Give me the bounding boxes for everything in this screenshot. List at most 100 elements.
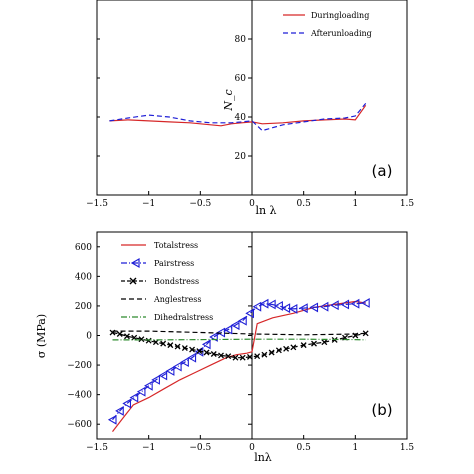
series-point-pairstress: [122, 398, 132, 409]
series-line-afterunloading: [109, 103, 367, 132]
panel-a-xtick-label: −1.5: [86, 199, 108, 209]
legend-label-totalstress: Totalstress: [154, 241, 198, 250]
series-point-pairstress: [361, 298, 370, 308]
series-point-pairstress: [107, 414, 117, 425]
series-point-bondstress: [124, 333, 130, 340]
series-point-bondstress: [321, 339, 328, 346]
panel-b-ytick-label: −200: [67, 361, 92, 371]
series-point-pairstress: [201, 339, 211, 350]
series-point-bondstress: [203, 349, 210, 356]
series-point-pairstress: [267, 299, 276, 310]
panel-a-xtick-label: 0.5: [297, 199, 312, 209]
series-line-duringloading: [109, 104, 367, 127]
series-point-bondstress: [261, 351, 268, 358]
series-point-pairstress: [223, 324, 233, 335]
legend-label-anglestress: Anglestress: [153, 295, 201, 304]
series-point-bondstress: [246, 353, 253, 360]
panel-b-ytick-label: −600: [67, 420, 92, 430]
panel-a-xtick-label: 0: [249, 199, 255, 209]
series-point-bondstress: [275, 347, 282, 354]
series-point-bondstress: [189, 346, 196, 353]
series-point-bondstress: [210, 351, 217, 357]
panel-b-ylabel: σ (MPa): [35, 314, 48, 358]
series-point-pairstress: [172, 361, 182, 372]
panel-b-ytick-label: 200: [75, 302, 92, 312]
series-line-anglestress: [112, 330, 366, 336]
panel-a-ytick-label: 60: [235, 74, 247, 84]
panel-a-xtick-label: 1: [352, 199, 358, 209]
panel-b-xtick-label: −1.5: [86, 443, 108, 453]
series-point-pairstress: [309, 302, 319, 313]
series-point-pairstress: [230, 320, 240, 331]
series-point-pairstress: [281, 303, 291, 314]
panel-b-ytick-label: 600: [75, 243, 92, 253]
panel-b-xtick-label: 0.5: [297, 443, 312, 453]
panel-b-xlabel: lnλ: [254, 451, 272, 464]
series-point-bondstress: [283, 345, 290, 352]
series-point-bondstress: [311, 340, 317, 347]
legend-label-bondstress: Bondstress: [154, 277, 199, 286]
series-point-pairstress: [238, 315, 247, 326]
legend-label-duringloading: Duringloading: [311, 11, 369, 20]
series-point-bondstress: [167, 342, 174, 349]
panel-b-ytick-label: 0: [86, 332, 92, 342]
series-point-pairstress: [259, 298, 269, 309]
series-point-bondstress: [362, 330, 369, 337]
legend-marker-pairstress: [130, 257, 140, 269]
series-point-pairstress: [187, 352, 197, 363]
series-point-pairstress: [165, 366, 175, 376]
series-point-bondstress: [152, 339, 159, 346]
series-point-bondstress: [218, 352, 224, 359]
series-point-bondstress: [174, 343, 181, 350]
legend-label-dihedralstress: Dihedralstress: [154, 313, 213, 322]
panel-a-ytick-label: 80: [235, 35, 247, 45]
series-point-pairstress: [319, 301, 329, 312]
series-point-pairstress: [115, 405, 124, 416]
panel-b-xtick-label: 1: [352, 443, 358, 453]
series-point-pairstress: [136, 386, 146, 397]
series-point-bondstress: [239, 354, 246, 361]
series-point-pairstress: [129, 392, 139, 403]
panel-b-xtick-label: 0: [249, 443, 255, 453]
series-point-bondstress: [160, 340, 167, 347]
panel-a-xtick-label: 1.5: [400, 199, 415, 209]
series-point-pairstress: [245, 308, 254, 319]
panel-b: −1.5 −1 −0.5 0 0.5 1 1.5 −600 −400 −200 0 200 400 600…: [35, 231, 415, 464]
series-point-bondstress: [196, 348, 203, 354]
panel-a-ytick-label: 40: [235, 113, 247, 123]
series-point-bondstress: [232, 354, 239, 361]
series-point-bondstress: [181, 345, 188, 352]
series-point-pairstress: [330, 300, 339, 311]
panel-a-ytick-label: 20: [235, 152, 247, 162]
panel-b-xtick-label: −0.5: [189, 443, 211, 453]
series-point-pairstress: [158, 370, 168, 381]
series-point-pairstress: [299, 303, 308, 314]
panel-b-xtick-label: −1: [142, 443, 155, 453]
series-point-bondstress: [116, 331, 123, 337]
panel-b-legend: Totalstress Pairstress Bondstress Angles…: [121, 241, 213, 322]
panel-a-legend: Duringloading Afterunloading: [283, 11, 372, 38]
series-line-bondstress: [112, 331, 366, 359]
series-point-bondstress: [225, 353, 232, 360]
series-point-bondstress: [268, 349, 275, 356]
panel-a-xtick-label: −0.5: [189, 199, 211, 209]
legend-label-afterunloading: Afterunloading: [310, 29, 372, 38]
series-point-pairstress: [180, 357, 189, 368]
series-point-pairstress: [151, 374, 160, 385]
panel-a-xtick-label: −1: [142, 199, 155, 209]
panel-b-label: (b): [371, 401, 392, 419]
series-point-bondstress: [254, 353, 261, 360]
panel-b-xtick-label: 1.5: [400, 443, 415, 453]
panel-a-xlabel: ln λ: [255, 204, 276, 217]
series-point-pairstress: [144, 380, 153, 391]
series-point-pairstress: [252, 301, 262, 312]
series-point-pairstress: [288, 303, 298, 314]
legend-marker-bondstress: [129, 277, 137, 285]
panel-b-ytick-label: 400: [75, 272, 92, 282]
series-line-dihedralstress: [112, 338, 366, 341]
series-point-pairstress: [274, 300, 283, 311]
series-point-bondstress: [145, 337, 152, 344]
series-point-bondstress: [300, 342, 307, 349]
